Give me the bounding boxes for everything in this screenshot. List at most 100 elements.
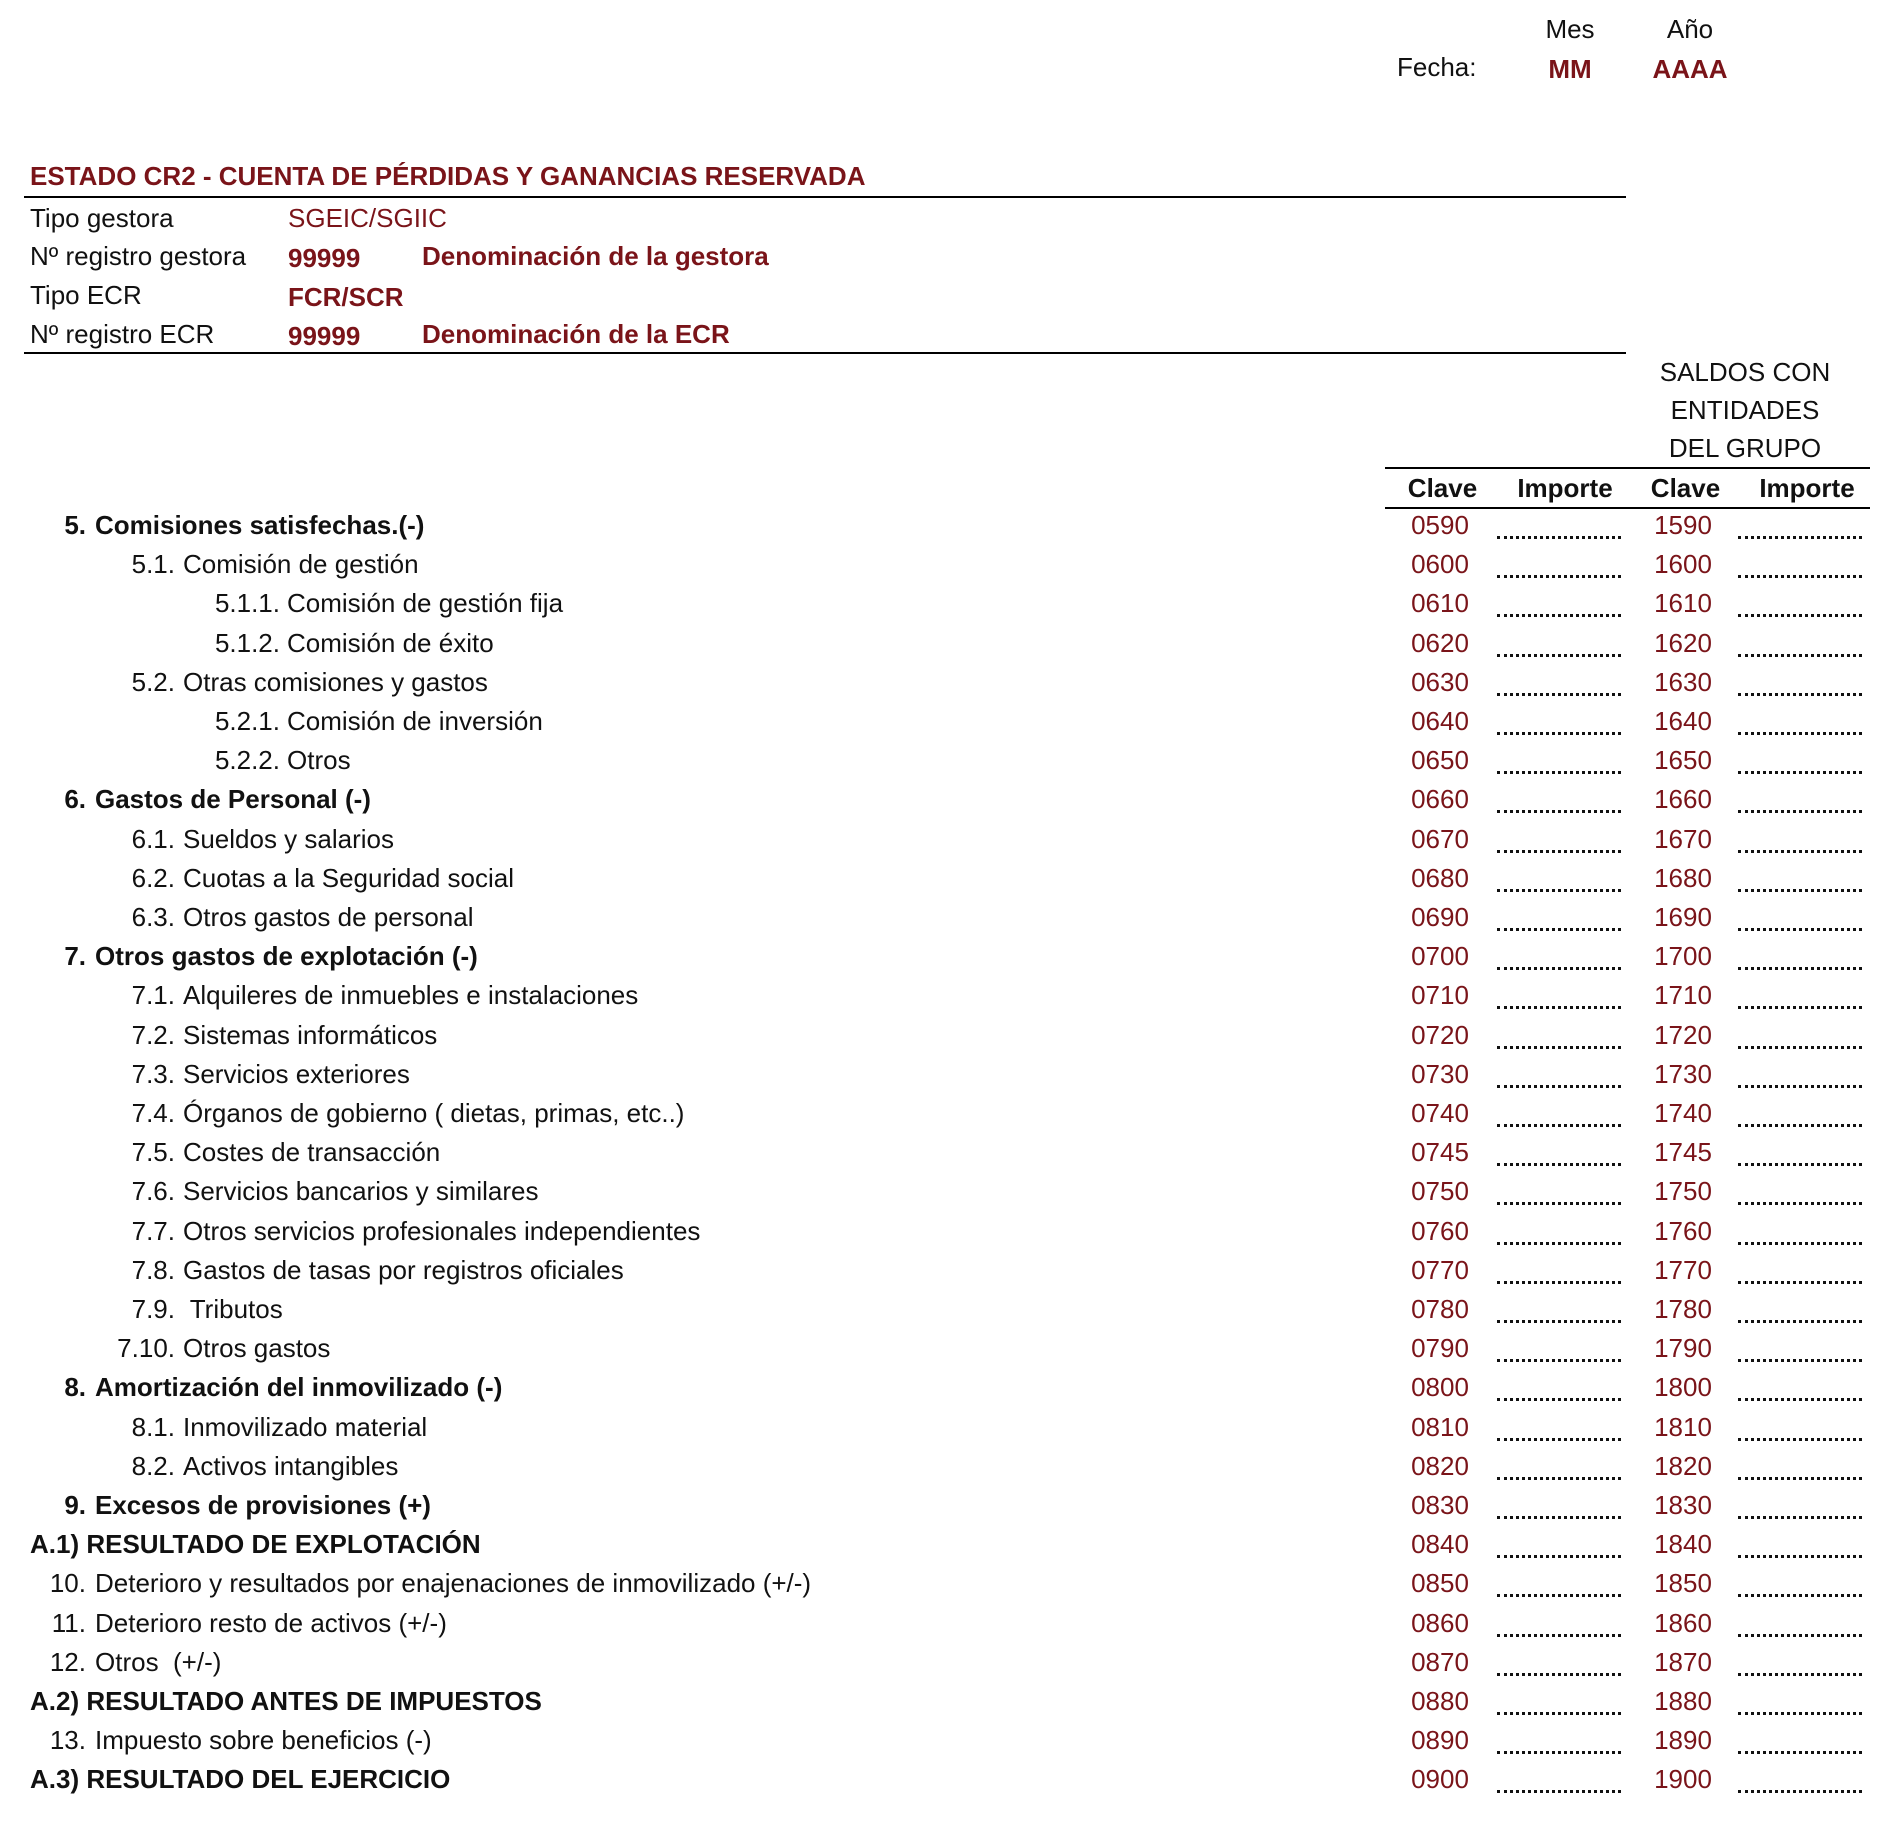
row-number: 12. [49, 1646, 86, 1677]
table-row: 7.7. Otros servicios profesionales indepe… [0, 1216, 1890, 1256]
importe-field[interactable] [1497, 888, 1621, 892]
importe-field[interactable] [1738, 1594, 1862, 1598]
table-row: 6.2. Cuotas a la Seguridad social 0680 1680 [0, 863, 1890, 903]
importe-field[interactable] [1497, 1516, 1621, 1519]
row-label: Costes de transacción [183, 1137, 441, 1168]
row-number: 5.1.1. [214, 588, 280, 619]
importe-field[interactable] [1738, 732, 1862, 735]
registro-ecr-value: 99999 [288, 321, 361, 351]
importe-field[interactable] [1497, 1437, 1621, 1441]
importe-field[interactable] [1497, 575, 1621, 579]
importe-field[interactable] [1738, 1790, 1862, 1794]
importe-field[interactable] [1738, 1045, 1862, 1049]
importe-field[interactable] [1497, 1476, 1621, 1480]
importe-field[interactable] [1738, 1712, 1862, 1715]
importe-field[interactable] [1497, 614, 1621, 618]
row-label: Amortización del inmovilizado (-) [95, 1372, 503, 1403]
table-row: 8. Amortización del inmovilizado (-) 0800 1… [0, 1372, 1890, 1412]
row-number: 7.5. [131, 1137, 175, 1168]
row-number: 7.8. [131, 1254, 175, 1285]
importe-field[interactable] [1738, 1633, 1862, 1637]
clave-cell: 0620 [1411, 627, 1469, 658]
importe-field[interactable] [1497, 1633, 1621, 1637]
importe-field[interactable] [1738, 653, 1862, 657]
importe-field[interactable] [1738, 1398, 1862, 1402]
importe-field[interactable] [1497, 1202, 1621, 1206]
importe-field[interactable] [1738, 1359, 1862, 1363]
importe-field[interactable] [1497, 1320, 1621, 1323]
importe-field[interactable] [1497, 849, 1621, 853]
ano-value: AAAA [1652, 54, 1728, 84]
table-row: 5.2. Otras comisiones y gastos 0630 1630 [0, 667, 1890, 707]
importe-field[interactable] [1497, 1594, 1621, 1598]
clave-cell: 0640 [1411, 706, 1469, 736]
importe-field[interactable] [1497, 928, 1621, 931]
importe-field[interactable] [1738, 928, 1862, 931]
importe-field[interactable] [1497, 653, 1621, 657]
table-row: 11. Deterioro resto de activos (+/-) 0860 1… [0, 1608, 1890, 1648]
importe-field[interactable] [1738, 1202, 1862, 1206]
importe-field[interactable] [1738, 771, 1862, 775]
row-number: 11. [51, 1607, 86, 1638]
importe-field[interactable] [1497, 1712, 1621, 1715]
table-row: 5.2.2. Otros 0650 1650 [0, 745, 1890, 785]
importe-field[interactable] [1738, 614, 1862, 618]
row-number: 5. [64, 510, 86, 540]
importe-field[interactable] [1738, 1516, 1862, 1519]
clave-cell: 0710 [1411, 980, 1469, 1011]
importe-field[interactable] [1738, 1241, 1862, 1245]
importe-field[interactable] [1497, 1163, 1621, 1167]
importe-field[interactable] [1738, 1124, 1862, 1127]
importe-field[interactable] [1738, 1084, 1862, 1088]
registro-ecr-label: Nº registro ECR [30, 319, 215, 349]
importe-field[interactable] [1738, 967, 1862, 971]
importe-field[interactable] [1738, 849, 1862, 853]
importe-field[interactable] [1738, 1320, 1862, 1323]
clave-cell: 0590 [1411, 510, 1469, 540]
importe-field[interactable] [1738, 1437, 1862, 1441]
importe-field[interactable] [1738, 810, 1862, 814]
row-number: 7.4. [131, 1098, 175, 1128]
importe-field[interactable] [1497, 1359, 1621, 1363]
row-number: 8.2. [131, 1450, 175, 1481]
importe-field[interactable] [1497, 536, 1621, 539]
importe-field[interactable] [1497, 1124, 1621, 1127]
importe-field[interactable] [1497, 1398, 1621, 1402]
importe-field[interactable] [1738, 1555, 1862, 1559]
importe-field[interactable] [1497, 771, 1621, 775]
clave-cell: 1745 [1654, 1137, 1712, 1168]
importe-field[interactable] [1738, 1280, 1862, 1284]
importe-field[interactable] [1497, 1555, 1621, 1559]
importe-field[interactable] [1738, 888, 1862, 892]
importe-field[interactable] [1738, 1163, 1862, 1167]
row-label: Otros (+/-) [95, 1646, 222, 1677]
importe-field[interactable] [1497, 1241, 1621, 1245]
importe-field[interactable] [1497, 1280, 1621, 1284]
row-number: 7.7. [131, 1215, 175, 1246]
clave-cell: 1630 [1654, 666, 1712, 697]
importe-field[interactable] [1497, 1790, 1621, 1794]
clave-cell: 0745 [1411, 1137, 1469, 1168]
importe-field[interactable] [1738, 1006, 1862, 1010]
row-number: 6.2. [131, 862, 175, 893]
clave-cell: 0760 [1411, 1215, 1469, 1246]
table-row: 8.1. Inmovilizado material 0810 1810 [0, 1412, 1890, 1452]
importe-field[interactable] [1738, 536, 1862, 539]
importe-field[interactable] [1497, 1084, 1621, 1088]
importe-field[interactable] [1497, 1045, 1621, 1049]
importe-field[interactable] [1497, 1672, 1621, 1676]
clave-cell: 1590 [1654, 510, 1712, 540]
importe-field[interactable] [1738, 1476, 1862, 1480]
importe-field[interactable] [1497, 732, 1621, 735]
importe-field[interactable] [1497, 810, 1621, 814]
importe-field[interactable] [1738, 575, 1862, 579]
importe-field[interactable] [1738, 692, 1862, 696]
importe-field[interactable] [1497, 692, 1621, 696]
denominacion-ecr: Denominación de la ECR [422, 319, 730, 349]
importe-field[interactable] [1738, 1751, 1862, 1755]
importe-field[interactable] [1497, 1006, 1621, 1010]
importe-field[interactable] [1497, 1751, 1621, 1755]
row-label: Servicios exteriores [183, 1058, 410, 1089]
importe-field[interactable] [1497, 967, 1621, 971]
importe-field[interactable] [1738, 1672, 1862, 1676]
